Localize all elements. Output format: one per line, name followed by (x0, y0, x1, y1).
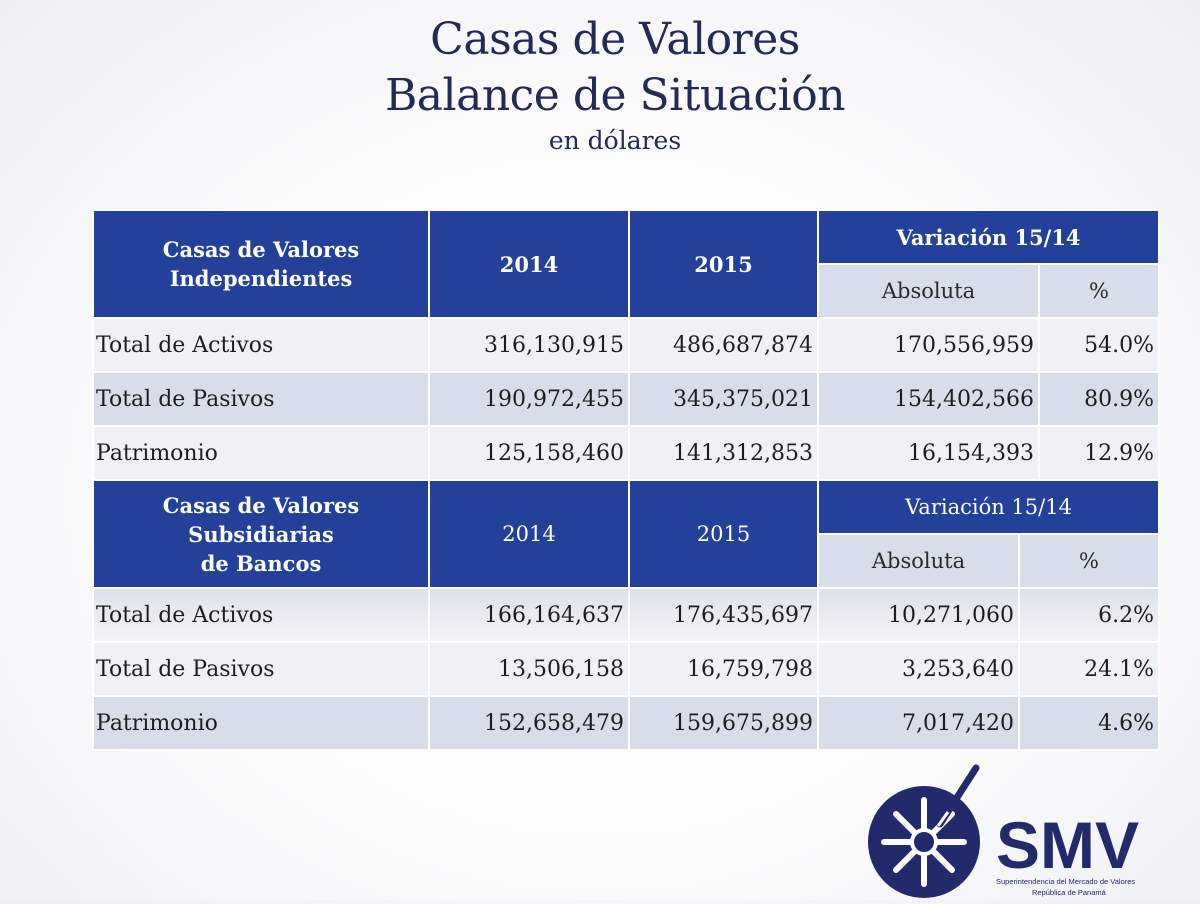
cell-percent: 80.9% (1038, 371, 1160, 427)
col-header-percent: % (1038, 263, 1160, 319)
col-header-2015: 2015 (628, 479, 819, 589)
logo-caption-line1: Superintendencia del Mercado de Valores (996, 877, 1135, 886)
group-header-label-line2: de Bancos (200, 550, 322, 576)
smv-logo-graphic: SMV Superintendencia del Mercado de Valo… (868, 764, 1139, 898)
col-header-percent: % (1018, 533, 1160, 589)
col-header-absolute: Absoluta (817, 263, 1040, 319)
row-label: Total de Pasivos (92, 371, 430, 427)
page-title: Casas de Valores (430, 14, 800, 65)
cell-2015: 345,375,021 (628, 371, 819, 427)
col-header-variation: Variación 15/14 (817, 209, 1160, 265)
cell-percent: 54.0% (1038, 317, 1160, 373)
row-label: Patrimonio (92, 425, 430, 481)
table-row: Total de Pasivos 13,506,158 16,759,798 3… (92, 641, 1160, 697)
cell-absolute: 154,402,566 (817, 371, 1040, 427)
cell-2014: 125,158,460 (428, 425, 630, 481)
table-row: Total de Activos 316,130,915 486,687,874… (92, 317, 1160, 373)
col-header-variation: Variación 15/14 (817, 479, 1160, 535)
cell-2015: 141,312,853 (628, 425, 819, 481)
cell-percent: 24.1% (1018, 641, 1160, 697)
page-subtitle: en dólares (548, 126, 682, 155)
row-label: Patrimonio (92, 695, 430, 751)
table-row: Patrimonio 125,158,460 141,312,853 16,15… (92, 425, 1160, 481)
cell-absolute: 16,154,393 (817, 425, 1040, 481)
cell-absolute: 10,271,060 (817, 587, 1020, 643)
page-title-line2: Balance de Situación (384, 70, 846, 121)
group-header-label-line1: Casas de Valores Subsidiarias (162, 492, 360, 547)
cell-absolute: 7,017,420 (817, 695, 1020, 751)
smv-logo: SMV Superintendencia del Mercado de Valo… (862, 764, 1162, 900)
cell-2014: 13,506,158 (428, 641, 630, 697)
group-header: Casas de Valores Independientes (92, 209, 430, 319)
cell-2014: 316,130,915 (428, 317, 630, 373)
table-row: Total de Pasivos 190,972,455 345,375,021… (92, 371, 1160, 427)
logo-text: SMV (996, 808, 1139, 882)
col-header-2014: 2014 (428, 479, 630, 589)
smv-emblem-icon (868, 764, 980, 898)
table-row: Total de Activos 166,164,637 176,435,697… (92, 587, 1160, 643)
balance-table-independientes: Casas de Valores Independientes 2014 201… (92, 209, 1160, 481)
col-header-2015: 2015 (628, 209, 819, 319)
cell-2014: 166,164,637 (428, 587, 630, 643)
cell-2015: 16,759,798 (628, 641, 819, 697)
title-block: Casas de Valores Balance de Situación en… (0, 12, 1200, 156)
col-header-absolute: Absoluta (817, 533, 1020, 589)
row-label: Total de Activos (92, 317, 430, 373)
row-label: Total de Pasivos (92, 641, 430, 697)
cell-2015: 486,687,874 (628, 317, 819, 373)
cell-percent: 4.6% (1018, 695, 1160, 751)
group-header-label: Casas de Valores Independientes (162, 237, 360, 291)
cell-2014: 152,658,479 (428, 695, 630, 751)
group-header: Casas de Valores Subsidiarias de Bancos (92, 479, 430, 589)
row-label: Total de Activos (92, 587, 430, 643)
cell-2015: 176,435,697 (628, 587, 819, 643)
balance-table-subsidiarias: Casas de Valores Subsidiarias de Bancos … (92, 479, 1160, 751)
logo-caption-line2: República de Panamá (1032, 888, 1107, 897)
cell-percent: 6.2% (1018, 587, 1160, 643)
cell-percent: 12.9% (1038, 425, 1160, 481)
table-row: Patrimonio 152,658,479 159,675,899 7,017… (92, 695, 1160, 751)
col-header-2014: 2014 (428, 209, 630, 319)
cell-absolute: 170,556,959 (817, 317, 1040, 373)
cell-absolute: 3,253,640 (817, 641, 1020, 697)
cell-2014: 190,972,455 (428, 371, 630, 427)
cell-2015: 159,675,899 (628, 695, 819, 751)
